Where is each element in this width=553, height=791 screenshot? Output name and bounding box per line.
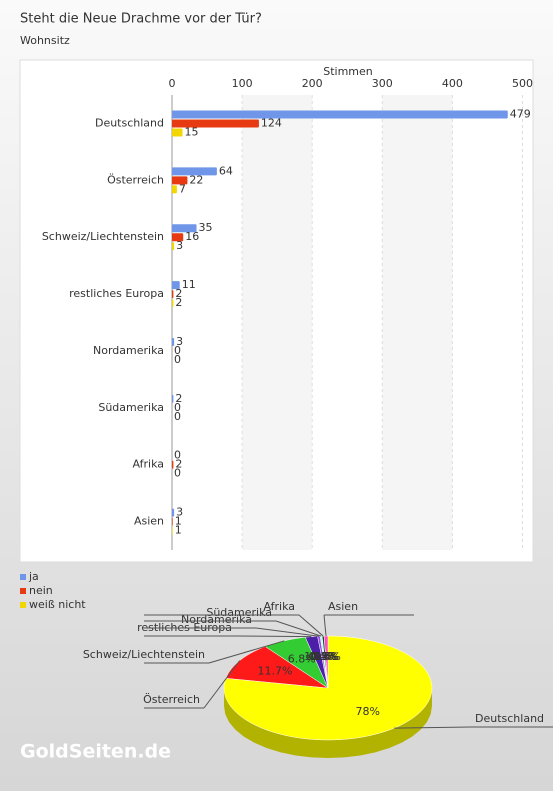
bar <box>172 517 173 526</box>
legend-label: ja <box>28 570 39 583</box>
legend-label: nein <box>29 584 53 597</box>
slice-label: Asien <box>328 600 358 613</box>
legend-label: weiß nicht <box>29 598 86 611</box>
bar <box>172 337 175 346</box>
bar <box>172 299 174 308</box>
bar <box>172 233 184 242</box>
slice-value-label: 0.4% <box>309 650 337 663</box>
value-label: 0 <box>174 353 181 366</box>
bar <box>172 119 259 128</box>
x-tick-label: 200 <box>302 77 323 90</box>
leader-line <box>323 614 327 637</box>
value-label: 1 <box>175 524 182 537</box>
value-label: 16 <box>185 230 199 243</box>
value-label: 2 <box>175 458 182 471</box>
bar <box>172 185 177 194</box>
leader-line <box>203 660 241 709</box>
y-tick-label: Deutschland <box>95 116 164 129</box>
slice-label: Schweiz/Liechtenstein <box>83 648 205 661</box>
legend-swatch <box>20 574 26 580</box>
value-label: 0 <box>174 344 181 357</box>
x-tick-label: 500 <box>512 77 533 90</box>
title: Steht die Neue Drachme vor der Tür? <box>20 12 262 27</box>
slice-value-label: 0.6% <box>313 650 341 663</box>
value-label: 35 <box>199 221 213 234</box>
legend-swatch <box>20 602 26 608</box>
bar <box>172 508 175 517</box>
x-axis-label: Stimmen <box>323 65 373 78</box>
slice <box>225 646 329 689</box>
slice-value-label: 11.7% <box>258 665 293 678</box>
x-tick-label: 100 <box>232 77 253 90</box>
leader-line <box>275 620 322 637</box>
plot-band <box>242 95 313 550</box>
y-tick-label: restliches Europa <box>69 287 164 300</box>
value-label: 64 <box>219 164 233 177</box>
legend-swatch <box>20 588 26 594</box>
bar <box>172 167 217 176</box>
leader-line <box>235 635 312 638</box>
value-label: 0 <box>174 410 181 423</box>
value-label: 3 <box>176 335 183 348</box>
bar <box>172 128 183 137</box>
slice-label: Südamerika <box>206 606 272 619</box>
slice-label: Österreich <box>143 693 200 706</box>
value-label: 2 <box>175 296 182 309</box>
leader-line <box>208 640 285 664</box>
value-label: 22 <box>189 173 203 186</box>
bar <box>172 224 197 233</box>
value-label: 3 <box>176 506 183 519</box>
slice-label: Nordamerika <box>181 613 252 626</box>
bar <box>172 394 174 403</box>
value-label: 479 <box>510 107 531 120</box>
leader-line <box>394 726 472 729</box>
plot-band <box>382 95 453 550</box>
x-tick-label: 400 <box>442 77 463 90</box>
bar <box>172 460 174 469</box>
value-label: 7 <box>179 182 186 195</box>
slice-side <box>224 688 432 758</box>
value-label: 3 <box>176 239 183 252</box>
y-tick-label: Südamerika <box>98 401 164 414</box>
slice-value-label: 0.3% <box>311 650 339 663</box>
slice-value-label: 0.3% <box>310 650 338 663</box>
bar <box>172 281 180 290</box>
bar <box>172 526 173 535</box>
value-label: 0 <box>174 449 181 462</box>
watermark: GoldSeiten.de <box>20 741 171 763</box>
x-tick-label: 0 <box>169 77 176 90</box>
slice <box>223 635 433 741</box>
value-label: 11 <box>182 278 196 291</box>
bar <box>172 242 175 251</box>
value-label: 0 <box>174 401 181 414</box>
value-label: 15 <box>185 125 199 138</box>
bar <box>172 290 174 299</box>
subtitle: Wohnsitz <box>20 34 70 47</box>
y-tick-label: Afrika <box>132 458 164 471</box>
bar <box>172 176 188 185</box>
slice-value-label: 1.9% <box>304 650 332 663</box>
y-tick-label: Nordamerika <box>93 344 164 357</box>
y-tick-label: Österreich <box>107 173 164 186</box>
y-tick-label: Schweiz/Liechtenstein <box>42 230 164 243</box>
value-label: 0 <box>174 467 181 480</box>
slice-label: Afrika <box>263 600 295 613</box>
leader-line <box>298 614 324 637</box>
x-tick-label: 300 <box>372 77 393 90</box>
leader-line <box>255 627 319 637</box>
slice-value-label: 78% <box>356 705 380 718</box>
value-label: 124 <box>261 116 282 129</box>
y-tick-label: Asien <box>134 515 164 528</box>
slice-label: Deutschland <box>475 712 544 725</box>
slice-value-label: 6.8% <box>288 653 316 666</box>
value-label: 2 <box>175 287 182 300</box>
value-label: 2 <box>175 392 182 405</box>
value-label: 1 <box>175 515 182 528</box>
bar <box>172 110 508 119</box>
